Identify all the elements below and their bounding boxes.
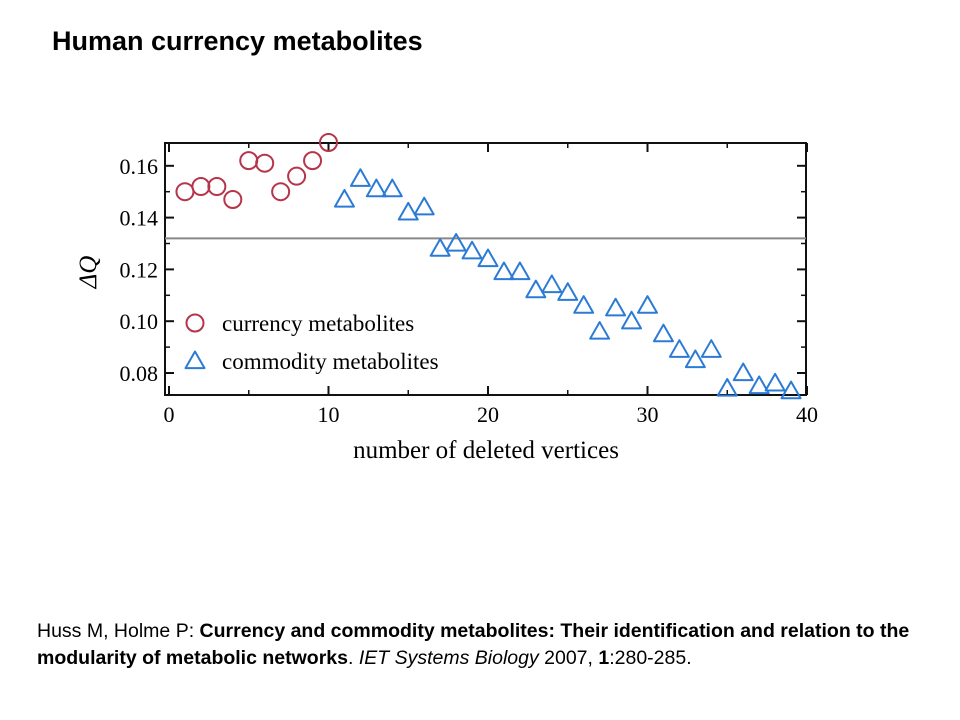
x-axis-label: number of deleted vertices xyxy=(353,437,619,464)
citation-journal: IET Systems Biology xyxy=(358,647,539,669)
currency-point xyxy=(255,153,275,173)
x-tick-label: 40 xyxy=(796,402,818,427)
legend-label: currency metabolites xyxy=(222,311,414,336)
x-tick-label: 0 xyxy=(164,402,175,427)
commodity-point xyxy=(700,339,722,358)
y-tick-label: 0.16 xyxy=(120,154,159,179)
citation-pages: :280-285. xyxy=(609,647,692,669)
legend-label: commodity metabolites xyxy=(222,349,439,374)
commodity-point xyxy=(525,279,547,299)
commodity-point xyxy=(381,178,403,198)
commodity-point xyxy=(652,323,674,343)
citation-volume: 1 xyxy=(598,647,610,669)
commodity-point xyxy=(461,240,483,260)
citation-year: 2007, xyxy=(538,647,599,669)
y-axis-label: ΔQ xyxy=(75,256,102,290)
legend-circle-marker xyxy=(185,313,205,333)
currency-point xyxy=(239,151,259,171)
commodity-point xyxy=(333,188,355,208)
y-tick-label: 0.14 xyxy=(120,206,159,231)
x-tick-label: 20 xyxy=(477,402,499,427)
commodity-point xyxy=(780,380,802,400)
citation-title: Currency and commodity metabolites: Thei… xyxy=(37,620,910,669)
commodity-point xyxy=(349,168,371,187)
commodity-point xyxy=(573,295,595,314)
citation: Huss M, Holme P: Currency and commodity … xyxy=(37,618,949,672)
currency-point xyxy=(319,132,338,152)
commodity-point xyxy=(477,248,499,268)
y-tick-label: 0.10 xyxy=(120,309,159,334)
commodity-point xyxy=(668,339,690,358)
currency-point xyxy=(271,182,291,202)
commodity-point xyxy=(716,378,738,397)
slide-title: Human currency metabolites xyxy=(52,26,423,56)
commodity-point xyxy=(541,274,563,294)
commodity-point xyxy=(445,233,467,252)
commodity-point xyxy=(589,321,611,340)
commodity-point xyxy=(493,261,515,281)
currency-point xyxy=(175,182,195,202)
y-tick-label: 0.12 xyxy=(120,257,159,282)
commodity-point xyxy=(748,375,770,395)
currency-point xyxy=(207,177,227,197)
commodity-point xyxy=(605,297,627,317)
commodity-point xyxy=(397,201,419,221)
commodity-point xyxy=(684,349,706,369)
commodity-point xyxy=(429,238,451,257)
commodity-point xyxy=(365,178,387,198)
commodity-point xyxy=(413,196,435,216)
y-tick-label: 0.08 xyxy=(120,361,159,386)
currency-point xyxy=(223,189,243,209)
citation-separator: . xyxy=(347,647,359,669)
commodity-point xyxy=(621,310,643,330)
commodity-point xyxy=(509,261,531,281)
x-tick-label: 10 xyxy=(318,402,340,427)
currency-point xyxy=(303,151,323,171)
citation-authors: Huss M, Holme P: xyxy=(37,620,200,642)
legend-triangle-marker xyxy=(184,350,206,370)
x-tick-label: 30 xyxy=(637,402,659,427)
currency-point xyxy=(287,166,307,186)
commodity-point xyxy=(557,282,579,301)
commodity-point xyxy=(732,362,754,382)
commodity-point xyxy=(764,372,786,392)
commodity-point xyxy=(637,295,658,314)
currency-point xyxy=(191,177,211,197)
